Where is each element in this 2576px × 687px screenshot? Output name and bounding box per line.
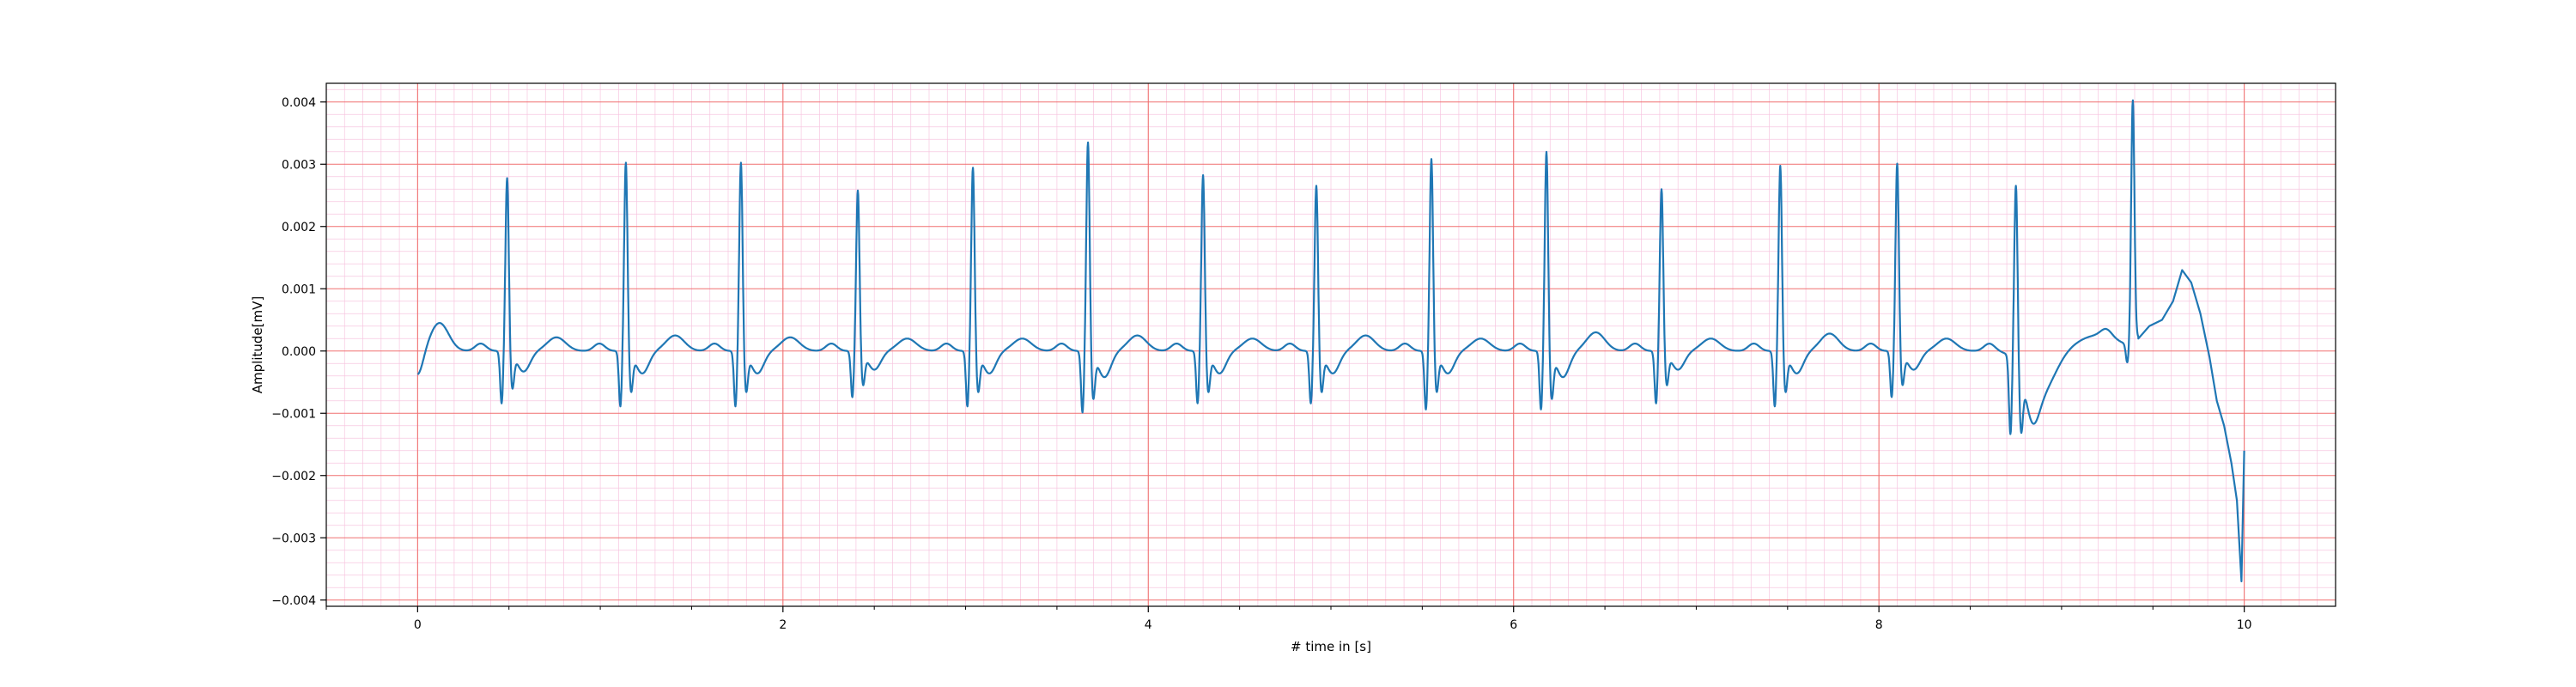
- x-tick-label: 10: [2237, 618, 2252, 632]
- y-tick-label: 0.004: [282, 96, 316, 110]
- ecg-series-line: [416, 99, 2245, 583]
- y-tick-label: −0.004: [271, 594, 316, 608]
- minor-grid: [326, 83, 2336, 606]
- y-axis-label: Amplitude[mV]: [250, 296, 265, 393]
- x-tick-label: 4: [1145, 618, 1152, 632]
- y-tick-label: 0.003: [282, 158, 316, 172]
- series-layer: [416, 99, 2245, 583]
- y-tick-label: 0.001: [282, 283, 316, 296]
- y-tick-label: −0.001: [271, 407, 316, 421]
- y-tick-label: −0.002: [271, 470, 316, 483]
- x-tick-label: 2: [779, 618, 787, 632]
- y-axis-ticks: −0.004 −0.003 −0.002 −0.001 0.000 0.001 0.002 0…: [271, 96, 326, 608]
- y-tick-label: 0.000: [282, 345, 316, 359]
- x-tick-label: 8: [1875, 618, 1883, 632]
- y-tick-label: 0.002: [282, 221, 316, 234]
- x-axis-label: # time in [s]: [1291, 639, 1371, 654]
- y-tick-label: −0.003: [271, 532, 316, 545]
- x-tick-label: 6: [1510, 618, 1517, 632]
- x-tick-label: 0: [414, 618, 422, 632]
- x-axis-ticks: 0 2 4 6 8 10: [325, 606, 2252, 632]
